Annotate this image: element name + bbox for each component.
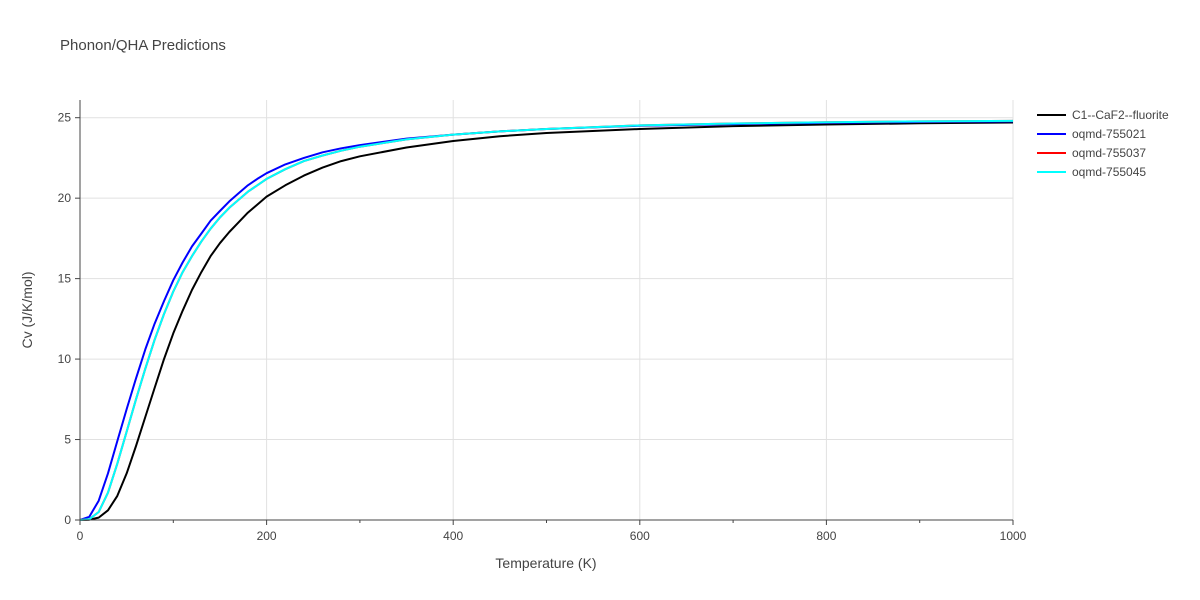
x-tick-label: 200: [257, 529, 277, 543]
x-tick-label: 1000: [1000, 529, 1027, 543]
y-tick-label: 25: [58, 111, 72, 125]
series-line-2: [79, 120, 1014, 521]
x-tick-label: 600: [630, 529, 650, 543]
chart-title: Phonon/QHA Predictions: [60, 37, 226, 54]
legend-item[interactable]: oqmd-755021: [1037, 127, 1146, 141]
x-tick-label: 400: [443, 529, 463, 543]
legend-item[interactable]: oqmd-755045: [1037, 165, 1146, 179]
x-tick-label: 0: [77, 529, 84, 543]
legend-item[interactable]: oqmd-755037: [1037, 146, 1146, 160]
series-lines: [79, 119, 1014, 521]
series-line-3: [79, 119, 1014, 521]
y-tick-label: 20: [58, 191, 72, 205]
legend-item[interactable]: C1--CaF2--fluorite: [1037, 108, 1169, 122]
legend-label: oqmd-755021: [1072, 127, 1146, 141]
y-tick-label: 0: [64, 513, 71, 527]
x-axis-label: Temperature (K): [495, 555, 596, 571]
y-tick-label: 5: [64, 433, 71, 447]
y-tick-label: 10: [58, 352, 72, 366]
legend[interactable]: C1--CaF2--fluorite oqmd-755021 oqmd-755037…: [1037, 108, 1169, 179]
legend-label: C1--CaF2--fluorite: [1072, 108, 1169, 122]
series-line-4: [79, 119, 1014, 521]
x-ticks: 0 200 400 600 800 1000: [77, 520, 1027, 543]
x-tick-label: 800: [816, 529, 836, 543]
legend-label: oqmd-755037: [1072, 146, 1146, 160]
series-line-1: [79, 121, 1014, 521]
y-ticks: 0 5 10 15 20 25: [58, 111, 80, 527]
grid: [80, 100, 1014, 520]
legend-label: oqmd-755045: [1072, 165, 1146, 179]
y-axis-label: Cv (J/K/mol): [19, 272, 35, 349]
y-tick-label: 15: [58, 272, 72, 286]
